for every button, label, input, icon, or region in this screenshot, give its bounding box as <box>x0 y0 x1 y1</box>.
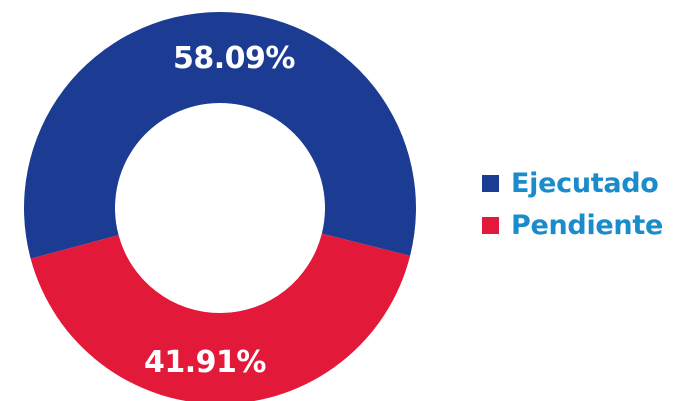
slice-ejecutado <box>24 12 417 259</box>
legend-swatch-ejecutado <box>482 174 499 192</box>
legend-label-pendiente: Pendiente <box>511 209 663 241</box>
slice-label-ejecutado: 58.09% <box>173 41 295 76</box>
legend-item-ejecutado: Ejecutado <box>482 162 663 204</box>
legend-swatch-pendiente <box>482 216 499 234</box>
legend-label-ejecutado: Ejecutado <box>511 167 659 199</box>
legend: Ejecutado Pendiente <box>482 162 663 246</box>
legend-item-pendiente: Pendiente <box>482 204 663 246</box>
slice-pendiente <box>30 233 411 401</box>
slice-label-pendiente: 41.91% <box>144 345 266 380</box>
